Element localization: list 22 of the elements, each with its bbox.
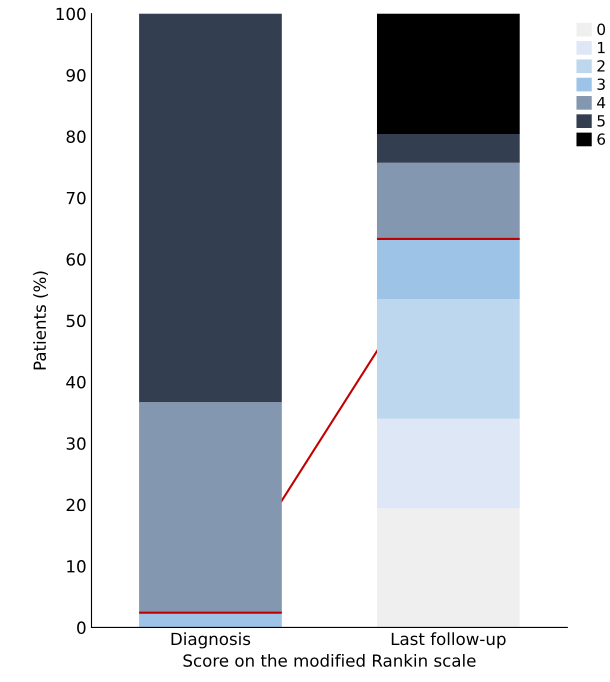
y-tick-label: 90 bbox=[66, 68, 86, 82]
y-tick-label: 50 bbox=[66, 314, 86, 328]
y-tick-label: 40 bbox=[66, 376, 86, 388]
y-tick-label: 20 bbox=[66, 498, 86, 512]
y-tick-label: 70 bbox=[66, 192, 86, 204]
x-axis-title: Score on the modified Rankin scale bbox=[183, 654, 476, 667]
legend-label: 2 bbox=[597, 60, 605, 72]
y-tick-label: 80 bbox=[66, 130, 86, 143]
legend-label: 5 bbox=[598, 115, 605, 127]
legend-label: 3 bbox=[597, 78, 605, 90]
legend-label: 4 bbox=[597, 96, 606, 108]
legend-label: 6 bbox=[597, 133, 606, 145]
y-tick-label: 60 bbox=[66, 253, 86, 266]
x-tick-label: Diagnosis bbox=[172, 632, 250, 648]
y-tick-label: 0 bbox=[77, 621, 86, 634]
y-tick-label: 10 bbox=[67, 560, 86, 573]
y-tick-label: 30 bbox=[66, 437, 86, 450]
legend-label: 0 bbox=[597, 24, 606, 36]
y-tick-label: 100 bbox=[56, 8, 86, 20]
y-axis-title: Patients (%) bbox=[33, 272, 48, 370]
legend-label: 1 bbox=[598, 42, 605, 54]
x-tick-label: Last follow-up bbox=[392, 632, 506, 648]
